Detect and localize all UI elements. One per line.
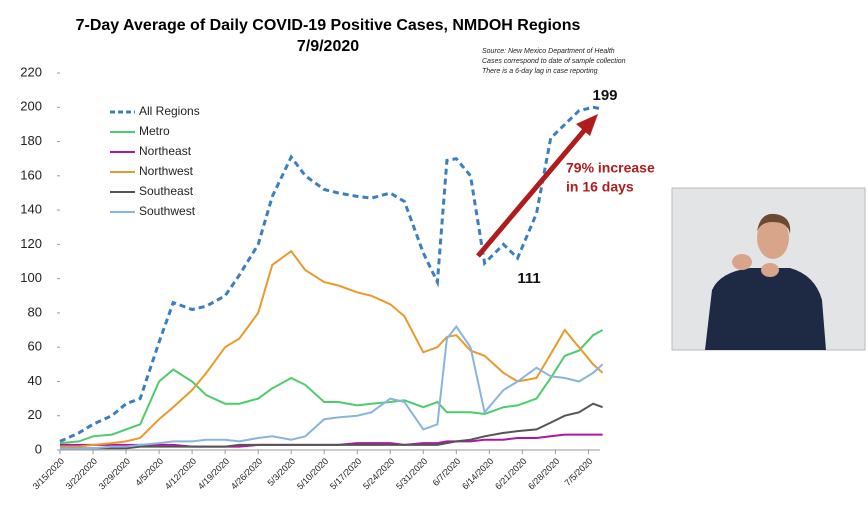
x-tick-label: 5/10/2020 [295,456,330,491]
series-line [59,105,603,443]
y-tick-label: 60 [28,339,42,354]
series-line [60,324,604,450]
annotation: 199 [592,87,617,104]
legend-label: Southwest [139,204,196,218]
y-tick-label: 20 [28,407,42,422]
source-note: There is a 6-day lag in case reporting [482,68,598,75]
y-tick-label: 160 [20,167,42,182]
interpreter-head [757,217,789,259]
trend-arrow [476,124,590,258]
interpreter-hair [757,213,791,234]
y-tick-label: 100 [20,270,42,285]
source-note: Cases correspond to date of sample colle… [482,58,626,65]
y-tick-label: 200 [20,99,42,114]
x-tick-label: 4/5/2020 [133,456,165,488]
y-tick-label: 140 [20,202,42,217]
interpreter-hand [732,254,752,270]
source-note: Source: New Mexico Department of Health [482,48,615,55]
legend-label: All Regions [139,104,200,118]
x-tick-label: 5/31/2020 [394,456,429,491]
chart-title: 7-Day Average of Daily COVID-19 Positive… [76,17,581,34]
legend-label: Northeast [139,144,192,158]
y-tick-label: 0 [35,441,42,456]
x-tick-label: 3/15/2020 [31,456,66,491]
x-tick-label: 4/19/2020 [196,456,231,491]
annotation: 111 [517,270,540,287]
series-line [59,329,604,445]
x-tick-label: 6/21/2020 [493,456,528,491]
legend-label: Southeast [139,184,194,198]
x-tick-label: 5/17/2020 [328,456,363,491]
legend-label: Metro [139,124,170,138]
legend-label: Northwest [139,164,194,178]
trend-arrow-head [576,114,598,136]
x-tick-label: 3/22/2020 [64,456,99,491]
annotation: 79% increase [566,160,655,176]
x-tick-label: 6/7/2020 [431,456,463,488]
series-line [60,402,603,450]
series-line [60,249,604,448]
y-tick-label: 180 [20,133,42,148]
y-tick-label: 80 [28,304,42,319]
x-tick-label: 5/24/2020 [361,456,396,491]
y-tick-label: 220 [20,64,42,79]
interpreter-body [705,268,826,350]
x-tick-label: 3/29/2020 [97,456,132,491]
y-tick-label: 120 [20,236,42,251]
x-tick-label: 6/28/2020 [526,456,561,491]
annotation: in 16 days [566,179,634,195]
chart-subtitle: 7/9/2020 [297,38,359,55]
x-tick-label: 4/12/2020 [163,456,198,491]
x-tick-label: 6/14/2020 [460,456,495,491]
interpreter-video [671,187,866,351]
x-tick-label: 7/5/2020 [563,456,595,488]
y-tick-label: 40 [28,373,42,388]
interpreter-hand [761,263,779,277]
x-tick-label: 5/3/2020 [265,456,297,488]
x-tick-label: 4/26/2020 [229,456,264,491]
